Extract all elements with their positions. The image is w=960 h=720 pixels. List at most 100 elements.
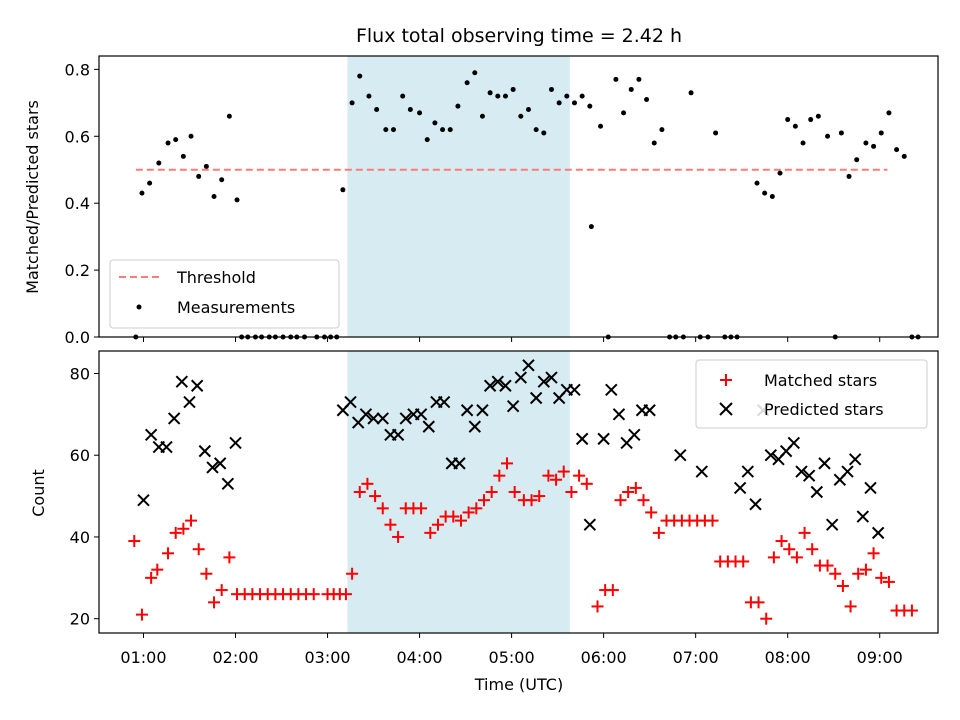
measurement-point — [219, 177, 225, 183]
measurement-point — [541, 130, 547, 136]
matched-stars-point — [645, 506, 658, 519]
measurement-point — [785, 117, 791, 123]
matched-stars-point — [533, 490, 546, 503]
top-plot-frame — [98, 55, 939, 338]
matched-stars-point — [737, 555, 750, 568]
measurement-point — [886, 110, 892, 116]
measurement-point — [400, 93, 406, 99]
measurement-point — [487, 90, 493, 96]
matched-stars-point — [369, 490, 382, 503]
matched-stars-point — [424, 526, 437, 539]
predicted-stars-point — [545, 371, 558, 384]
measurement-point — [203, 163, 209, 169]
matched-stars-point — [798, 526, 811, 539]
predicted-stars-point — [537, 375, 551, 388]
matched-stars-point — [525, 494, 538, 507]
measurement-point — [226, 113, 232, 119]
predicted-stars-point — [483, 379, 497, 392]
predicted-stars-point — [229, 436, 242, 450]
measurement-point — [156, 160, 162, 166]
measurement-point — [688, 90, 694, 96]
predicted-stars-point — [568, 383, 581, 397]
predicted-stars-point — [825, 518, 839, 531]
predicted-stars-point — [787, 436, 801, 450]
predicted-stars-point — [674, 449, 687, 462]
measurement-point — [769, 194, 775, 199]
matched-stars-point — [637, 494, 650, 507]
matched-stars-point — [844, 600, 857, 613]
measurement-point — [628, 86, 634, 92]
measurement-point — [644, 96, 650, 102]
measurement-point — [863, 140, 869, 146]
measurement-point — [472, 70, 478, 76]
measurement-point — [571, 100, 577, 106]
measurement-point — [579, 93, 585, 99]
matched-stars-point — [470, 502, 483, 515]
bottom-markers — [128, 359, 918, 625]
predicted-stars-point — [137, 493, 150, 507]
predicted-stars-point — [175, 375, 189, 388]
measurement-point — [366, 93, 372, 99]
matched-stars-point — [493, 469, 506, 482]
matched-stars-point — [542, 469, 555, 482]
matched-stars-point — [875, 571, 888, 584]
x-axis-label: Time (UTC) — [474, 675, 563, 694]
measurement-point — [188, 133, 194, 139]
predicted-stars-point — [605, 383, 618, 397]
predicted-stars-point — [359, 408, 373, 421]
measurement-point — [390, 127, 396, 133]
matched-stars-point — [177, 522, 190, 535]
matched-stars-point — [606, 584, 619, 597]
x-tick-label: 06:00 — [581, 648, 627, 667]
predicted-stars-point — [160, 440, 173, 454]
matched-stars-point — [462, 506, 475, 519]
predicted-stars-point — [810, 485, 824, 499]
predicted-stars-point — [871, 526, 885, 540]
measurement-point — [800, 140, 806, 146]
x-tick-label: 09:00 — [857, 648, 903, 667]
bottom-legend-box — [695, 359, 928, 429]
matched-stars-point — [806, 543, 819, 556]
bottom-x-ticks: 01:00 02:00 03:00 04:00 05:00 06:00 07:00 08:00… — [120, 633, 903, 667]
measurement-point — [502, 93, 508, 99]
predicted-stars-point — [453, 457, 466, 470]
measurement-point — [211, 194, 217, 199]
predicted-stars-point — [221, 477, 235, 491]
y-tick-label: 0.4 — [65, 194, 90, 213]
measurement-point — [556, 100, 562, 106]
measurement-point — [196, 173, 202, 179]
bottom-y-ticks: 20 40 60 80 — [70, 364, 99, 629]
measurement-point — [349, 100, 355, 106]
matched-stars-point — [162, 547, 175, 560]
predicted-stars-point — [818, 457, 831, 470]
matched-stars-point — [565, 486, 578, 498]
top-shaded-span — [347, 56, 570, 337]
measurement-point — [464, 80, 470, 86]
matched-stars-point — [752, 596, 765, 609]
predicted-stars-point — [344, 395, 357, 409]
top-x-ticks — [142, 337, 881, 342]
bottom-legend: Matched stars Predicted stars — [695, 359, 928, 429]
x-tick-label: 08:00 — [765, 648, 811, 667]
y-tick-label: 0.6 — [65, 127, 90, 146]
matched-stars-point — [783, 543, 796, 556]
predicted-stars-point — [864, 481, 877, 495]
measurement-point — [588, 224, 594, 230]
matched-stars-point — [867, 547, 880, 560]
measurement-point — [440, 127, 446, 133]
measurement-point — [518, 113, 524, 119]
matched-stars-point — [454, 514, 467, 527]
matched-stars-point — [580, 477, 593, 490]
measurement-point — [455, 103, 461, 109]
predicted-stars-point — [848, 453, 862, 466]
legend-matched-label: Matched stars — [764, 371, 877, 390]
measurement-point — [871, 143, 877, 149]
matched-stars-point — [775, 535, 788, 548]
predicted-stars-point — [499, 379, 512, 392]
matched-stars-point — [557, 465, 570, 478]
matched-stars-point — [346, 567, 359, 580]
predicted-stars-point — [437, 395, 451, 409]
matched-stars-point — [614, 494, 627, 507]
y-tick-label: 20 — [70, 610, 90, 629]
